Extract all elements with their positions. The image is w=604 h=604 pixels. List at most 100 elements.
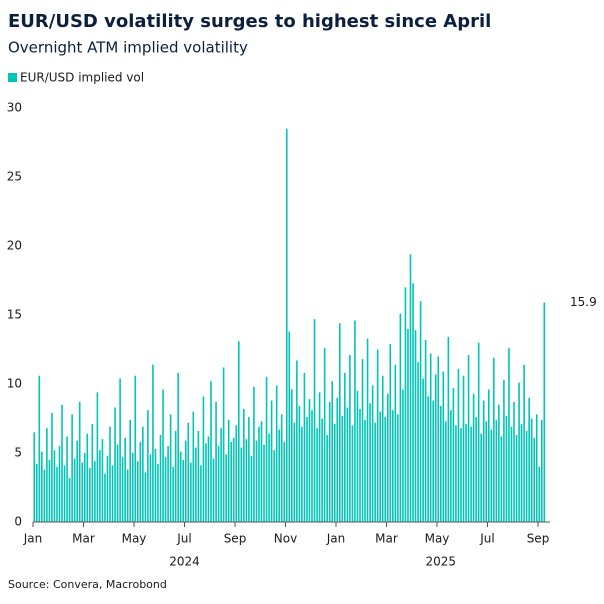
bar — [475, 417, 477, 522]
bar — [131, 453, 134, 522]
bar — [38, 375, 41, 522]
bar — [270, 400, 273, 522]
x-tick-label: Sep — [527, 532, 550, 546]
bar — [386, 393, 389, 522]
bar — [349, 355, 351, 522]
bar — [66, 436, 68, 522]
bar — [258, 426, 260, 522]
bar — [379, 411, 381, 522]
x-tick-label: Jan — [326, 532, 346, 546]
bar — [167, 446, 169, 522]
y-tick-label: 10 — [7, 377, 22, 391]
bar — [104, 473, 106, 522]
bar — [369, 403, 371, 522]
bar — [177, 372, 179, 522]
bar — [184, 440, 187, 522]
bar — [283, 441, 286, 522]
bar — [394, 364, 397, 522]
x-group-label: 2025 — [426, 555, 457, 569]
bar — [78, 401, 81, 522]
bar — [543, 302, 546, 522]
bar — [147, 410, 149, 522]
bar — [503, 379, 505, 522]
bar — [495, 419, 498, 522]
bar — [51, 412, 53, 522]
bar — [172, 466, 174, 522]
bar — [366, 338, 369, 522]
bar — [513, 401, 515, 522]
bar — [538, 466, 541, 522]
bar — [412, 283, 414, 522]
bar — [136, 461, 139, 522]
bar — [139, 441, 142, 522]
bar — [341, 415, 344, 522]
bar — [63, 465, 66, 522]
bar — [344, 372, 346, 522]
bar — [101, 439, 104, 522]
bar — [192, 411, 195, 522]
bar — [490, 429, 493, 522]
x-tick-label: Nov — [274, 532, 297, 546]
bar — [321, 418, 323, 522]
bar — [523, 364, 525, 522]
bar — [83, 453, 86, 522]
bar — [493, 357, 495, 522]
bar — [124, 437, 126, 522]
bar — [53, 450, 56, 522]
bar — [56, 466, 58, 522]
bar — [389, 343, 392, 522]
value-label: 15.9 — [570, 295, 597, 309]
x-tick-label: Sep — [224, 532, 247, 546]
bar — [291, 389, 293, 522]
bar — [43, 469, 46, 522]
bar — [46, 428, 48, 522]
y-tick-label: 20 — [7, 239, 22, 253]
bar — [432, 400, 435, 522]
bar — [71, 414, 73, 522]
bar — [437, 356, 440, 522]
bar — [392, 410, 394, 522]
bar — [356, 390, 359, 522]
bar — [498, 404, 500, 522]
bar — [508, 348, 510, 522]
bar — [111, 465, 114, 522]
bar — [518, 382, 520, 522]
y-tick-label: 5 — [14, 446, 22, 460]
bar — [308, 399, 311, 522]
bar — [205, 443, 207, 522]
bar — [255, 440, 258, 522]
bar — [351, 425, 354, 522]
bar — [285, 128, 288, 522]
x-tick-label: May — [425, 532, 450, 546]
bar — [399, 313, 402, 522]
bar — [116, 444, 119, 522]
bar — [41, 451, 43, 522]
bar — [301, 426, 303, 522]
bar — [215, 401, 217, 522]
bar — [235, 425, 238, 522]
bar — [422, 378, 424, 522]
y-tick-label: 15 — [7, 308, 22, 322]
bar — [457, 368, 460, 522]
bar — [500, 436, 503, 522]
x-tick-label: Mar — [375, 532, 398, 546]
bar — [447, 337, 450, 522]
bar — [33, 432, 36, 522]
bar — [245, 439, 248, 522]
bar — [540, 419, 543, 522]
bar — [61, 404, 63, 522]
bar — [381, 375, 384, 522]
bar — [275, 385, 278, 522]
bar — [333, 424, 336, 522]
source: Source: Convera, Macrobond — [8, 578, 167, 591]
bar — [149, 454, 152, 522]
bar — [121, 457, 124, 522]
bar — [222, 367, 225, 522]
bar — [227, 419, 230, 522]
bar — [515, 435, 518, 522]
bar — [528, 397, 530, 522]
bar — [384, 417, 387, 522]
bar — [174, 430, 177, 522]
bar — [164, 457, 167, 522]
